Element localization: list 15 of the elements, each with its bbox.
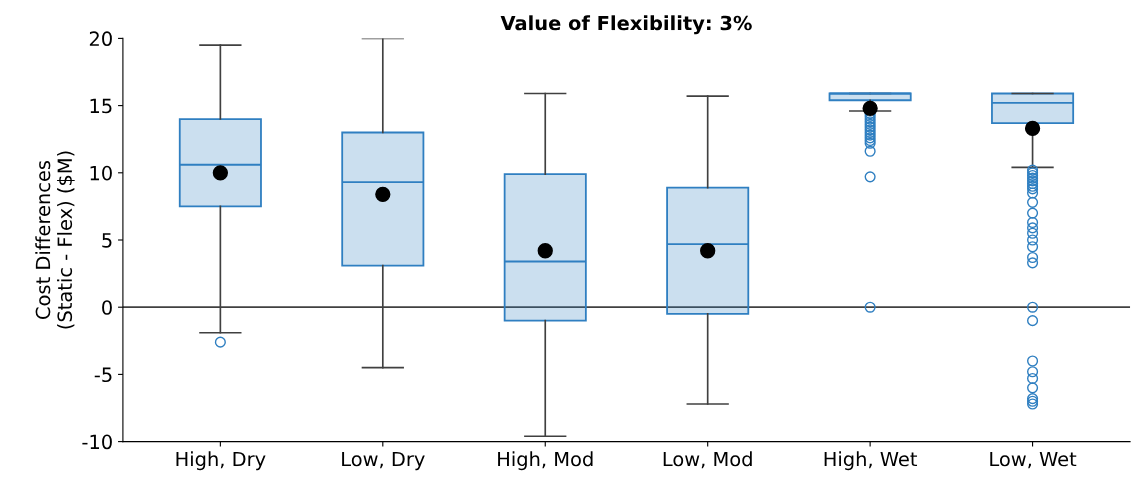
y-tick-label: -5 xyxy=(94,367,112,383)
x-tick-label: Low, Mod xyxy=(663,451,752,469)
y-tick-label: 20 xyxy=(89,31,112,47)
x-tick-label: High, Mod xyxy=(498,451,593,471)
x-tick-label: High, Dry xyxy=(176,451,266,471)
x-tick-label: Low, Dry xyxy=(342,451,425,471)
y-tick-label: 5 xyxy=(102,233,112,248)
y-tick-label: 0 xyxy=(102,300,112,315)
y-tick-label: -10 xyxy=(82,434,112,450)
x-tick-label: High, Wet xyxy=(824,451,918,471)
x-tick-label: Low, Wet xyxy=(990,451,1077,469)
y-tick-label: 10 xyxy=(90,165,112,181)
y-axis-title: Cost Differences (Static - Flex) ($M) xyxy=(35,151,75,329)
chart-title: Value of Flexibility: 3% xyxy=(500,15,752,35)
y-tick-label: 15 xyxy=(90,98,112,114)
